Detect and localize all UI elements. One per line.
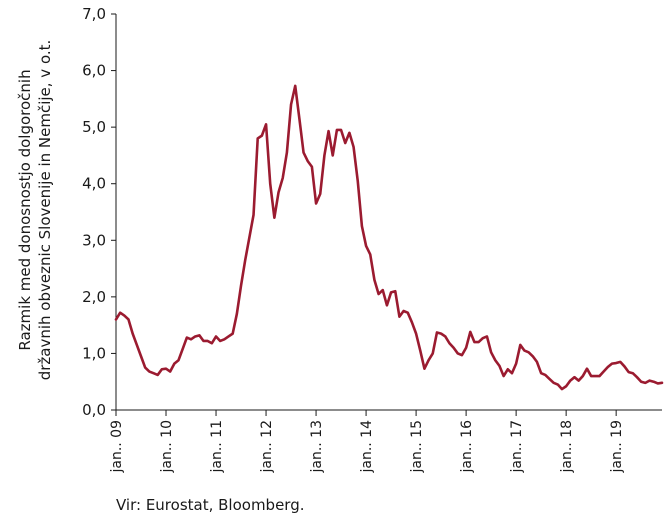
y-axis-label-line-1: Razmik med donosnostjo dolgoročnih [16,69,34,350]
x-tick-label: jan.. 16 [459,420,475,474]
x-tick-label: jan.. 18 [559,420,575,474]
source-note: Vir: Eurostat, Bloomberg. [116,496,305,514]
y-tick-label: 0,0 [82,401,106,419]
y-tick-label: 3,0 [82,231,106,249]
x-tick-label: jan.. 15 [409,420,425,474]
y-axis-label-line-2: državnih obveznic Slovenije in Nemčije, … [36,40,54,381]
y-axis-label: Razmik med donosnostjo dolgoročnih držav… [16,40,54,381]
plot-area: 0,0 1,0 2,0 3,0 4,0 5,0 6,0 7,0 jan.. 09 jan.. 10… [82,5,664,474]
y-tick-label: 6,0 [82,62,106,80]
x-tick-label: jan.. 19 [609,420,625,474]
y-tick-label: 7,0 [82,5,106,23]
x-tick-label: jan.. 13 [309,420,325,474]
y-tick-label: 4,0 [82,175,106,193]
y-tick-label: 1,0 [82,344,106,362]
x-tick-label: jan.. 17 [509,420,525,474]
x-tick-label: jan.. 09 [109,420,125,474]
y-tick-label: 5,0 [82,118,106,136]
x-tick-label: jan.. 12 [259,420,275,474]
x-tick-label: jan.. 10 [159,420,175,474]
series-line [114,84,664,391]
x-tick-label: jan.. 14 [359,420,375,474]
y-tick-label: 2,0 [82,288,106,306]
x-tick-label: jan.. 11 [209,420,225,474]
